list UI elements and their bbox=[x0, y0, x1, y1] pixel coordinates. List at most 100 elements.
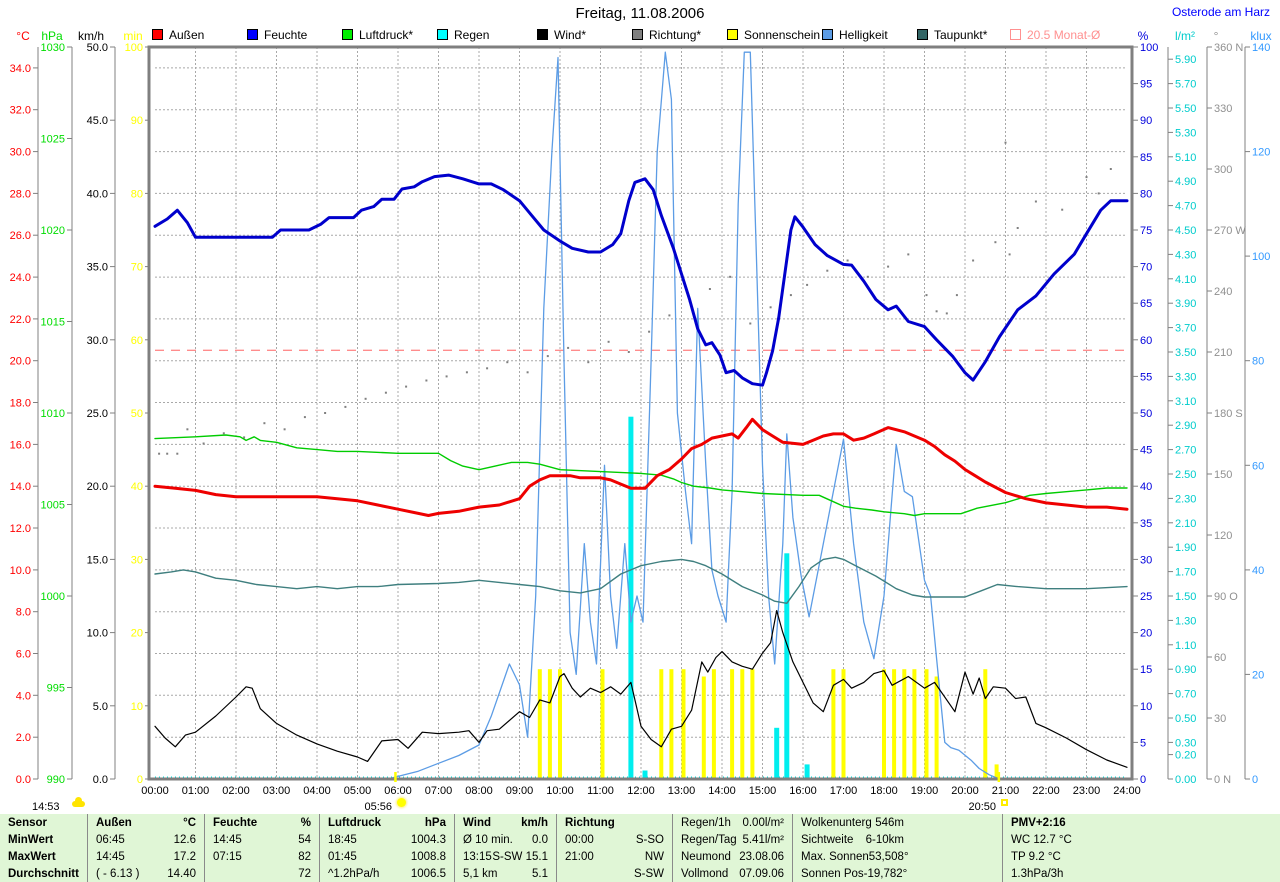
svg-text:1.90: 1.90 bbox=[1175, 542, 1196, 554]
svg-text:85: 85 bbox=[1140, 152, 1152, 164]
svg-text:75: 75 bbox=[1140, 225, 1152, 237]
axis-l/m²: 5.90 5.70 5.50 5.30 5.10 4.90 4.70 4.50 4.30 4.10… bbox=[1167, 29, 1196, 786]
svg-text:95: 95 bbox=[1140, 79, 1152, 91]
cloud-icon bbox=[72, 797, 85, 807]
svg-text:30: 30 bbox=[1140, 554, 1152, 566]
svg-text:°: ° bbox=[1214, 29, 1219, 43]
svg-text:2.30: 2.30 bbox=[1175, 493, 1196, 505]
svg-text:0.00: 0.00 bbox=[1175, 774, 1196, 786]
svg-text:80: 80 bbox=[1140, 188, 1152, 200]
legend-swatch bbox=[437, 29, 448, 40]
svg-text:5.50: 5.50 bbox=[1175, 103, 1196, 115]
svg-text:45: 45 bbox=[1140, 445, 1152, 457]
svg-text:0 N: 0 N bbox=[1214, 774, 1231, 786]
svg-text:10:00: 10:00 bbox=[546, 785, 574, 797]
svg-text:0.20: 0.20 bbox=[1175, 750, 1196, 762]
svg-text:05:00: 05:00 bbox=[344, 785, 372, 797]
table-cell: Max. Sonnen 53,508° bbox=[801, 850, 909, 863]
table-cell: Sensor bbox=[8, 816, 47, 829]
svg-text:15.0: 15.0 bbox=[87, 554, 108, 566]
svg-text:0.0: 0.0 bbox=[93, 774, 108, 786]
svg-text:13:00: 13:00 bbox=[668, 785, 696, 797]
svg-text:22.0: 22.0 bbox=[10, 314, 31, 326]
svg-text:24.0: 24.0 bbox=[10, 272, 31, 284]
svg-text:60: 60 bbox=[1252, 460, 1264, 472]
table-cell: MaxWert bbox=[8, 850, 56, 863]
legend-swatch bbox=[822, 29, 833, 40]
legend-label: Wind* bbox=[554, 27, 587, 42]
svg-text:%: % bbox=[1138, 29, 1149, 43]
legend: Außen Feuchte Luftdruck* Regen Wind* Richtung… bbox=[0, 27, 1280, 43]
table-column-8: PMV+2:16 WC 12.7 °C TP 9.2 °C 1.3hPa/3h bbox=[1003, 814, 1280, 882]
svg-text:35.0: 35.0 bbox=[87, 262, 108, 274]
svg-text:995: 995 bbox=[47, 683, 65, 695]
table-cell: Neumond 23.08.06 bbox=[681, 850, 784, 863]
svg-text:1010: 1010 bbox=[41, 408, 65, 420]
legend-item-regen: Regen bbox=[437, 27, 489, 42]
svg-text:270 W: 270 W bbox=[1214, 225, 1246, 237]
legend-label: Feuchte bbox=[264, 27, 308, 42]
svg-text:0.70: 0.70 bbox=[1175, 689, 1196, 701]
table-cell: Außen °C bbox=[96, 816, 196, 829]
svg-text:4.50: 4.50 bbox=[1175, 225, 1196, 237]
svg-text:3.10: 3.10 bbox=[1175, 396, 1196, 408]
svg-text:60: 60 bbox=[1214, 652, 1226, 664]
svg-text:20: 20 bbox=[131, 628, 143, 640]
table-cell: Regen/1h 0.00l/m² bbox=[681, 816, 784, 829]
svg-text:70: 70 bbox=[1140, 262, 1152, 274]
table-cell: Regen/Tag 5.41l/m² bbox=[681, 833, 784, 846]
svg-text:70: 70 bbox=[131, 262, 143, 274]
svg-text:0: 0 bbox=[137, 774, 143, 786]
svg-text:30.0: 30.0 bbox=[10, 147, 31, 159]
x-axis-labels: 00:00 01:00 02:00 03:00 04:00 05:00 06:00 07:00… bbox=[141, 785, 1141, 797]
svg-text:3.50: 3.50 bbox=[1175, 347, 1196, 359]
table-cell: Feuchte% bbox=[213, 816, 311, 829]
svg-text:240: 240 bbox=[1214, 286, 1232, 298]
legend-label: Taupunkt* bbox=[934, 27, 988, 42]
axis-hPa: 1030 1025 1020 1015 1010 1005 1000 995 990 hPa bbox=[41, 29, 73, 786]
svg-text:80: 80 bbox=[131, 188, 143, 200]
svg-text:35: 35 bbox=[1140, 518, 1152, 530]
svg-text:50: 50 bbox=[1140, 408, 1152, 420]
svg-text:120: 120 bbox=[1252, 147, 1270, 159]
table-cell: TP 9.2 °C bbox=[1011, 850, 1061, 863]
svg-text:16:00: 16:00 bbox=[789, 785, 817, 797]
legend-label: Helligkeit bbox=[839, 27, 888, 42]
table-cell: Wolkenunterg 546m bbox=[801, 816, 904, 829]
svg-text:4.10: 4.10 bbox=[1175, 274, 1196, 286]
svg-text:15:00: 15:00 bbox=[749, 785, 777, 797]
svg-text:300: 300 bbox=[1214, 164, 1232, 176]
weather-chart: 34.0 32.0 30.0 28.0 26.0 24.0 22.0 20.0 18.0 16.0… bbox=[10, 29, 1272, 797]
svg-text:3.30: 3.30 bbox=[1175, 371, 1196, 383]
svg-text:2.70: 2.70 bbox=[1175, 445, 1196, 457]
svg-text:00:00: 00:00 bbox=[141, 785, 169, 797]
current-time-label: 14:53 bbox=[32, 801, 60, 813]
svg-text:210: 210 bbox=[1214, 347, 1232, 359]
table-cell: S-SW bbox=[633, 867, 664, 880]
svg-text:2.10: 2.10 bbox=[1175, 518, 1196, 530]
legend-swatch bbox=[342, 29, 353, 40]
svg-text:40: 40 bbox=[1140, 481, 1152, 493]
svg-text:14.0: 14.0 bbox=[10, 481, 31, 493]
svg-text:14:00: 14:00 bbox=[708, 785, 736, 797]
svg-text:45.0: 45.0 bbox=[87, 115, 108, 127]
table-column-0: Sensor MinWert MaxWert Durchschnitt bbox=[0, 814, 88, 882]
svg-text:24:00: 24:00 bbox=[1113, 785, 1141, 797]
svg-text:km/h: km/h bbox=[78, 29, 104, 43]
svg-text:34.0: 34.0 bbox=[10, 63, 31, 75]
table-cell: Sonnen Pos -19,782° bbox=[801, 867, 908, 880]
svg-text:0.30: 0.30 bbox=[1175, 737, 1196, 749]
svg-text:min: min bbox=[123, 29, 142, 43]
svg-text:08:00: 08:00 bbox=[465, 785, 493, 797]
svg-text:55: 55 bbox=[1140, 371, 1152, 383]
table-cell: 06:45 12.6 bbox=[96, 833, 196, 846]
table-cell: 21:00 NW bbox=[565, 850, 664, 863]
series-wind bbox=[154, 609, 1128, 768]
svg-text:5.30: 5.30 bbox=[1175, 127, 1196, 139]
svg-text:22:00: 22:00 bbox=[1032, 785, 1060, 797]
svg-text:10: 10 bbox=[131, 701, 143, 713]
table-cell: Durchschnitt bbox=[8, 867, 79, 880]
svg-text:15: 15 bbox=[1140, 664, 1152, 676]
svg-text:150: 150 bbox=[1214, 469, 1232, 481]
